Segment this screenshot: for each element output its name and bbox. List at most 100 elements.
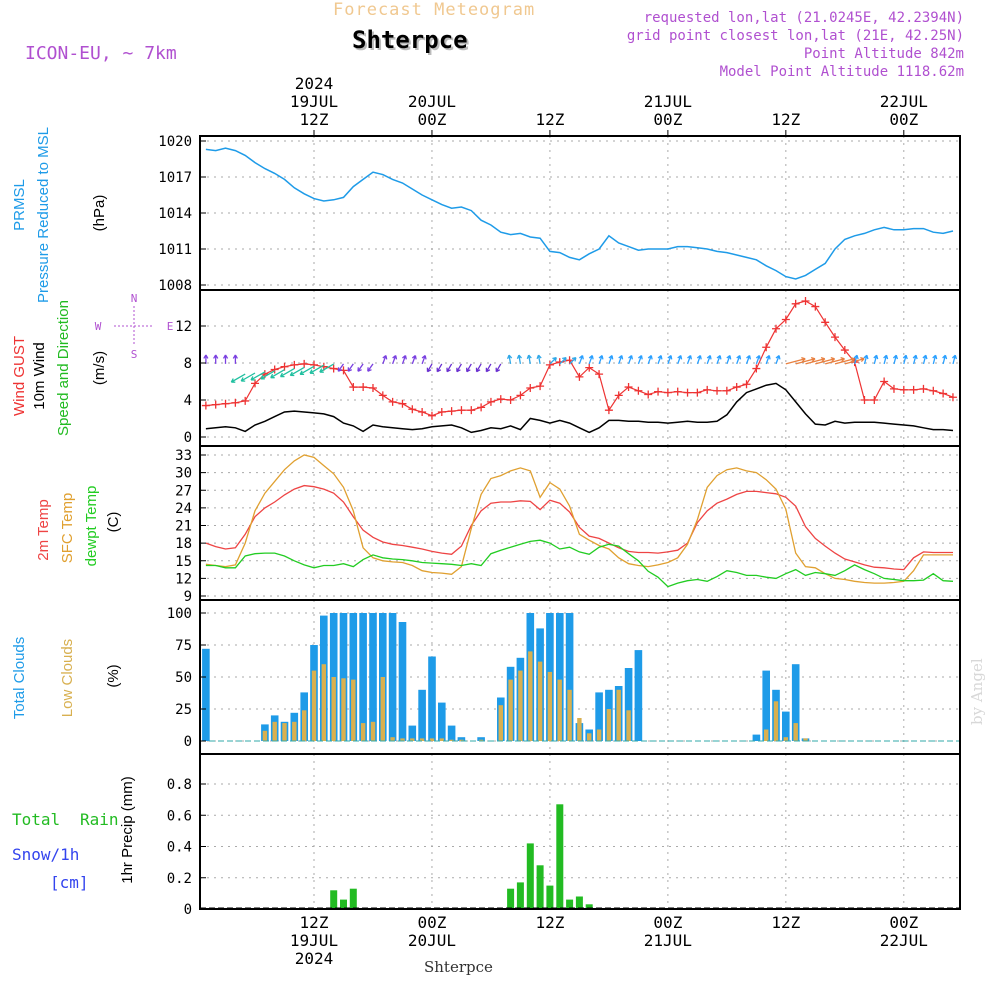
y-tick-label: 0.4 [167,840,192,856]
gust-marker [388,397,397,406]
wind-direction-arrow [716,354,722,365]
wind-direction-arrow [775,354,781,365]
gust-marker [634,386,643,395]
wind-direction-arrow [657,354,663,365]
top-time-label: 00Z [418,110,447,129]
low-cloud-bar [302,710,307,741]
total-cloud-bar [428,656,436,741]
low-cloud-bar [773,701,779,741]
compass-north: N [131,292,138,305]
compass-east: E [167,320,174,333]
rain-bar [330,890,338,910]
wind-direction-arrow [922,354,928,365]
cloud-label-low: Low Clouds [59,639,76,717]
bottom-time-label: 12Z [535,913,564,932]
wind-direction-arrow [677,354,683,365]
top-time-label: 20JUL [408,92,456,111]
wind-direction-arrow [337,363,345,372]
top-time-label: 12Z [300,110,329,129]
y-tick-label: 0 [184,734,192,750]
gust-marker [604,406,613,415]
y-tick-label: 0.8 [167,777,192,793]
wind-direction-arrow [647,354,653,365]
gust-marker [693,388,702,397]
gust-marker [742,380,751,389]
y-tick-label: 18 [175,536,192,552]
requested-coords: requested lon,lat (21.0245E, 42.2394N) [643,10,964,26]
top-time-label: 12Z [771,110,800,129]
wind-direction-arrow [785,356,806,365]
total-cloud-bar [624,668,633,741]
wind-direction-arrow [456,363,462,373]
rain-bar [349,888,357,909]
wind-direction-arrow [411,354,417,365]
bottom-time-label: 22JUL [880,931,928,950]
wind-direction-arrow [401,354,407,365]
y-tick-label: 1017 [158,170,192,186]
y-tick-label: 100 [167,606,192,622]
wind-direction-arrow [319,363,335,373]
low-cloud-bar [606,709,612,741]
rain-bar [585,904,593,909]
gust-marker [713,386,722,395]
top-time-label: 00Z [653,110,682,129]
total-cloud-bar [447,725,456,741]
wind-direction-arrow [942,354,948,365]
panel-frame-precip [199,753,961,910]
gust-marker [359,383,368,392]
gust-marker [791,299,800,308]
rain-bar [526,843,534,909]
low-cloud-bar [390,737,395,741]
gust-marker [310,360,318,369]
wind-direction-arrow [495,363,502,373]
precip-label-snow: Snow/1h [12,845,79,864]
wind-direction-arrow [421,354,427,365]
wind-direction-arrow [805,356,826,365]
total-cloud-bar [369,613,377,741]
total-cloud-bar [782,711,790,741]
gust-marker [585,363,594,372]
pressure-label-2: Pressure Reduced to MSL [35,127,52,303]
precip-label-rain: Rain [80,810,119,829]
gust-marker [732,383,741,392]
low-cloud-bar [380,677,385,741]
bottom-time-label: 00Z [889,913,918,932]
temp-line-2 [205,539,954,588]
temp-label-dew: dewpt Temp [83,486,100,567]
y-tick-label: 33 [175,448,192,464]
low-cloud-bar [292,721,297,741]
wind-direction-arrow [289,366,305,377]
model-name: ICON-EU, ~ 7km [25,43,177,64]
low-cloud-bar [282,723,287,741]
wind-direction-arrow [863,354,869,365]
low-cloud-bar [331,677,336,741]
wind-direction-arrow [240,372,256,382]
gust-marker [614,391,623,400]
low-cloud-bar [262,730,268,741]
gust-marker [899,385,908,394]
gust-marker [624,383,633,392]
low-cloud-bar [419,738,425,741]
wind-direction-arrow [588,354,594,365]
low-cloud-bar [341,678,346,741]
wind-direction-arrow [883,354,889,365]
total-cloud-bar [408,725,417,741]
wind-direction-arrow [357,363,364,372]
bottom-time-label: 19JUL [290,931,338,950]
low-cloud-bar [478,739,484,741]
total-cloud-bar [595,692,603,741]
gust-marker [221,399,230,408]
wind-direction-arrow [892,354,899,365]
gust-marker [752,364,761,373]
precip-label-cm: [cm] [50,873,89,892]
wind-direction-arrow [627,354,634,365]
gust-marker [477,403,486,412]
wind-direction-arrow [232,354,238,364]
wind-direction-arrow [436,363,443,373]
wind-direction-arrow [834,356,855,365]
rain-bar [516,882,524,909]
y-tick-label: 0.6 [167,808,192,824]
cloud-label-total: Total Clouds [11,637,28,720]
low-cloud-bar [577,718,582,741]
